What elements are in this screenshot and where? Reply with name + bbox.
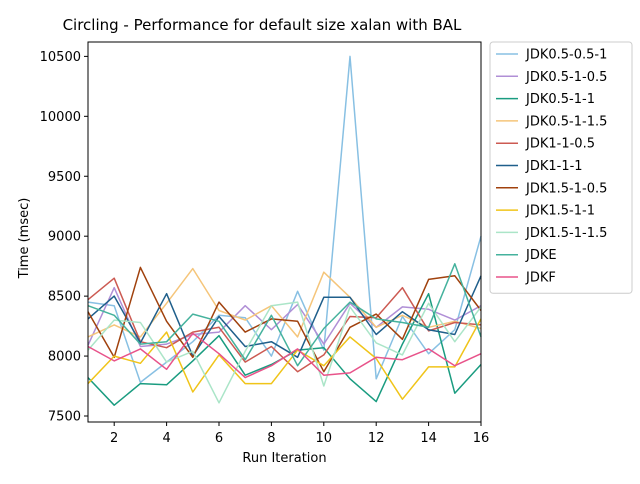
series-line-jdk0-5-0-5-1	[87, 55, 482, 384]
x-tick-label: 4	[162, 431, 170, 446]
legend-box	[489, 41, 633, 294]
legend-label: JDK1.5-1-0.5	[525, 181, 607, 196]
x-tick-label: 14	[420, 431, 437, 446]
y-axis-title: Time (msec)	[17, 198, 32, 280]
legend-label: JDK1-1-1	[525, 159, 583, 174]
plot-frame	[87, 41, 482, 423]
plot-area: 2 4 6 8 10 12 14 16 7500 8000 8500 9000 9500 10000 105…	[40, 41, 490, 446]
x-tick-label: 2	[110, 431, 118, 446]
legend-label: JDK0.5-1-1.5	[525, 114, 607, 129]
y-tick-label: 9500	[48, 170, 81, 185]
legend-label: JDK0.5-0.5-1	[525, 48, 607, 63]
legend-label: JDKF	[525, 271, 556, 286]
series-line-jdk1-5-1-0-5	[87, 266, 482, 373]
x-axis-title: Run Iteration	[242, 451, 326, 466]
y-tick-label: 9000	[48, 230, 81, 245]
chart-title: Circling - Performance for default size …	[63, 16, 462, 34]
legend-label: JDK0.5-1-0.5	[525, 70, 607, 85]
x-tick-label: 12	[368, 431, 385, 446]
legend-label: JDK1.5-1-1	[525, 204, 595, 219]
legend: JDK0.5-0.5-1 JDK0.5-1-0.5 JDK0.5-1-1 JDK0.5…	[489, 41, 633, 294]
legend-label: JDK0.5-1-1	[525, 92, 595, 107]
legend-label: JDK1.5-1-1.5	[525, 226, 607, 241]
y-tick-label: 10500	[40, 50, 81, 65]
y-tick-label: 8000	[48, 350, 81, 365]
x-tick-label: 16	[473, 431, 490, 446]
series-line-jdk1-5-1-1	[87, 318, 482, 400]
x-tick-label: 8	[267, 431, 275, 446]
series-line-jdke	[87, 263, 482, 367]
y-tick-label: 10000	[40, 110, 81, 125]
series-line-jdkf	[87, 332, 482, 379]
series-line-jdk1-1-1	[87, 275, 482, 359]
x-tick-label: 10	[316, 431, 333, 446]
y-tick-label: 8500	[48, 290, 81, 305]
y-tick-label: 7500	[48, 410, 81, 425]
x-tick-label: 6	[215, 431, 223, 446]
legend-label: JDKE	[525, 248, 557, 263]
legend-label: JDK1-1-0.5	[525, 137, 595, 152]
